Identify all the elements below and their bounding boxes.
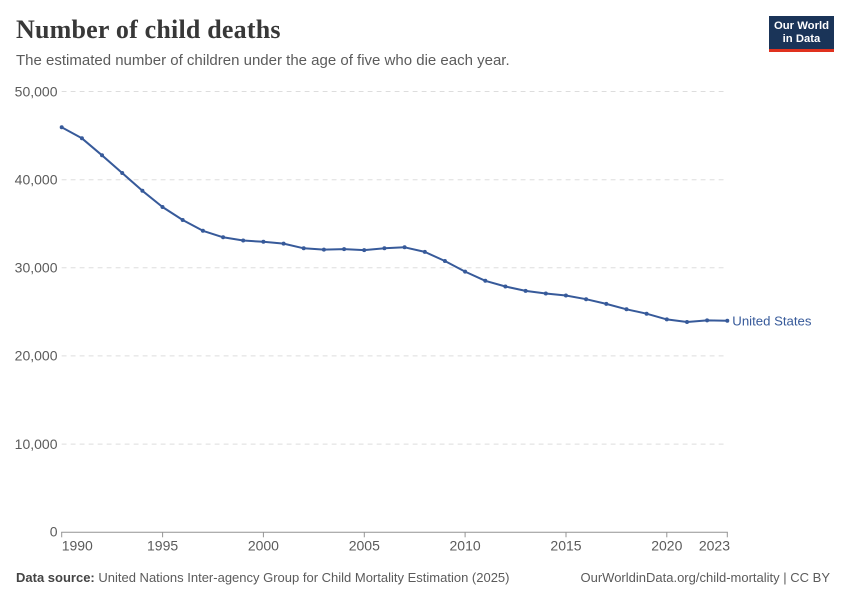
svg-text:50,000: 50,000 <box>15 83 58 99</box>
svg-text:2005: 2005 <box>349 537 380 553</box>
svg-text:30,000: 30,000 <box>15 260 58 276</box>
svg-text:United States: United States <box>732 313 812 328</box>
svg-text:2023: 2023 <box>699 537 730 553</box>
svg-text:2000: 2000 <box>248 537 279 553</box>
svg-text:1995: 1995 <box>147 537 178 553</box>
svg-text:2015: 2015 <box>550 537 581 553</box>
svg-text:2010: 2010 <box>450 537 481 553</box>
svg-text:40,000: 40,000 <box>15 172 58 188</box>
svg-text:2020: 2020 <box>651 537 682 553</box>
svg-text:1990: 1990 <box>62 537 93 553</box>
svg-text:10,000: 10,000 <box>15 436 58 452</box>
svg-text:20,000: 20,000 <box>15 348 58 364</box>
svg-text:0: 0 <box>50 524 58 540</box>
